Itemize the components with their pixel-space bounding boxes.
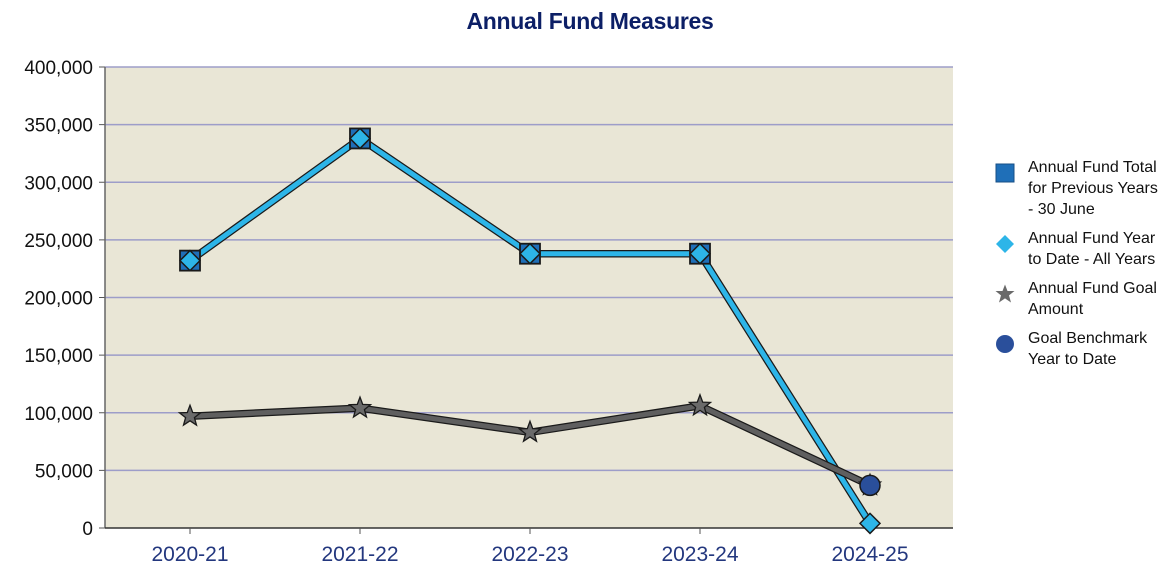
x-tick-labels: 2020-21 2021-22 2022-23 2023-24 2024-25 bbox=[151, 543, 908, 566]
legend-star-icon bbox=[995, 284, 1015, 303]
y-tick-label: 350,000 bbox=[24, 116, 93, 137]
y-tick-label: 150,000 bbox=[24, 346, 93, 367]
axes bbox=[99, 66, 953, 534]
y-tick-label: 0 bbox=[82, 519, 93, 540]
legend-label: Annual Fund Total for Previous Years - 3… bbox=[1028, 159, 1158, 218]
gridlines bbox=[105, 66, 953, 472]
legend-circle-icon bbox=[996, 335, 1014, 353]
diamond-marker bbox=[518, 242, 542, 265]
x-tick-label: 2020-21 bbox=[151, 543, 228, 566]
y-tick-label: 200,000 bbox=[24, 289, 93, 310]
y-tick-label: 300,000 bbox=[24, 173, 93, 194]
chart-title: Annual Fund Measures bbox=[466, 8, 714, 34]
legend: Annual Fund Total for Previous Years - 3… bbox=[994, 157, 1164, 378]
y-tick-label: 250,000 bbox=[24, 231, 93, 252]
x-tick-label: 2021-22 bbox=[321, 543, 398, 566]
diamond-marker bbox=[688, 242, 712, 265]
star-marker bbox=[347, 395, 373, 419]
diamond-marker bbox=[858, 512, 882, 535]
y-tick-label: 400,000 bbox=[24, 58, 93, 79]
diamond-marker bbox=[348, 127, 372, 150]
diamond-marker bbox=[178, 249, 202, 272]
y-tick-labels: 0 50,000 100,000 150,000 200,000 250,000 300,0… bbox=[24, 58, 93, 540]
x-tick-label: 2023-24 bbox=[661, 543, 738, 566]
y-tick-label: 50,000 bbox=[35, 461, 93, 482]
legend-label: Annual Fund Goal Amount bbox=[1028, 280, 1157, 318]
x-tick-label: 2024-25 bbox=[831, 543, 908, 566]
y-tick-label: 100,000 bbox=[24, 404, 93, 425]
legend-label: Annual Fund Year to Date - All Years bbox=[1028, 230, 1156, 268]
legend-item[interactable]: Goal Benchmark Year to Date bbox=[994, 328, 1164, 370]
legend-item[interactable]: Annual Fund Year to Date - All Years bbox=[994, 228, 1164, 270]
legend-diamond-icon bbox=[996, 235, 1014, 253]
star-marker bbox=[687, 392, 713, 417]
legend-item[interactable]: Annual Fund Total for Previous Years - 3… bbox=[994, 157, 1164, 220]
star-marker bbox=[517, 419, 543, 443]
legend-square-icon bbox=[995, 163, 1015, 183]
star-marker bbox=[177, 403, 203, 427]
series-markers bbox=[177, 127, 883, 535]
legend-item[interactable]: Annual Fund Goal Amount bbox=[994, 278, 1164, 320]
legend-label: Goal Benchmark Year to Date bbox=[1028, 330, 1148, 368]
circle-marker bbox=[859, 474, 881, 497]
x-tick-label: 2022-23 bbox=[491, 543, 568, 566]
